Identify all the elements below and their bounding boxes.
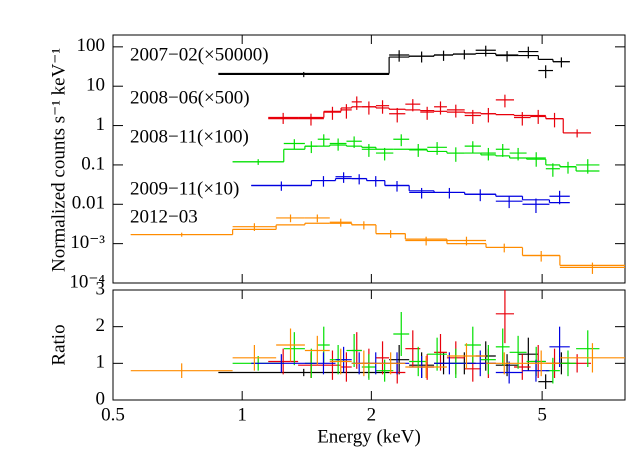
x-tick-label: 5 <box>537 404 547 425</box>
y-tick-label: 1 <box>96 114 106 135</box>
ratio-axis-label: Ratio <box>48 324 69 365</box>
legend-label: 2009−11(×10) <box>130 178 239 199</box>
ratio-tick-label: 0 <box>96 388 106 409</box>
y-axis-label: Normalized counts s⁻¹ keV⁻¹ <box>48 48 69 272</box>
y-tick-label: 100 <box>77 35 106 56</box>
legend-label: 2012−03 <box>130 206 198 227</box>
ratio-tick-label: 3 <box>96 278 106 299</box>
y-tick-label: 0.1 <box>81 153 105 174</box>
legend-label: 2008−11(×100) <box>130 126 249 147</box>
x-axis-label: Energy (keV) <box>317 426 421 447</box>
y-tick-label: 10⁻⁴ <box>69 271 105 292</box>
spectrum-frame <box>112 34 626 284</box>
x-tick-label: 0.5 <box>101 404 125 425</box>
ratio-tick-label: 2 <box>96 315 106 336</box>
legend-label: 2007−02(×50000) <box>130 44 269 65</box>
x-tick-label: 1 <box>237 404 247 425</box>
ratio-tick-label: 1 <box>96 352 106 373</box>
ratio-frame <box>112 289 626 401</box>
y-tick-label: 0.01 <box>72 193 105 214</box>
y-tick-label: 10 <box>86 75 105 96</box>
y-tick-label: 10⁻³ <box>70 232 105 253</box>
legend-label: 2008−06(×500) <box>130 87 250 108</box>
x-tick-label: 2 <box>367 404 377 425</box>
